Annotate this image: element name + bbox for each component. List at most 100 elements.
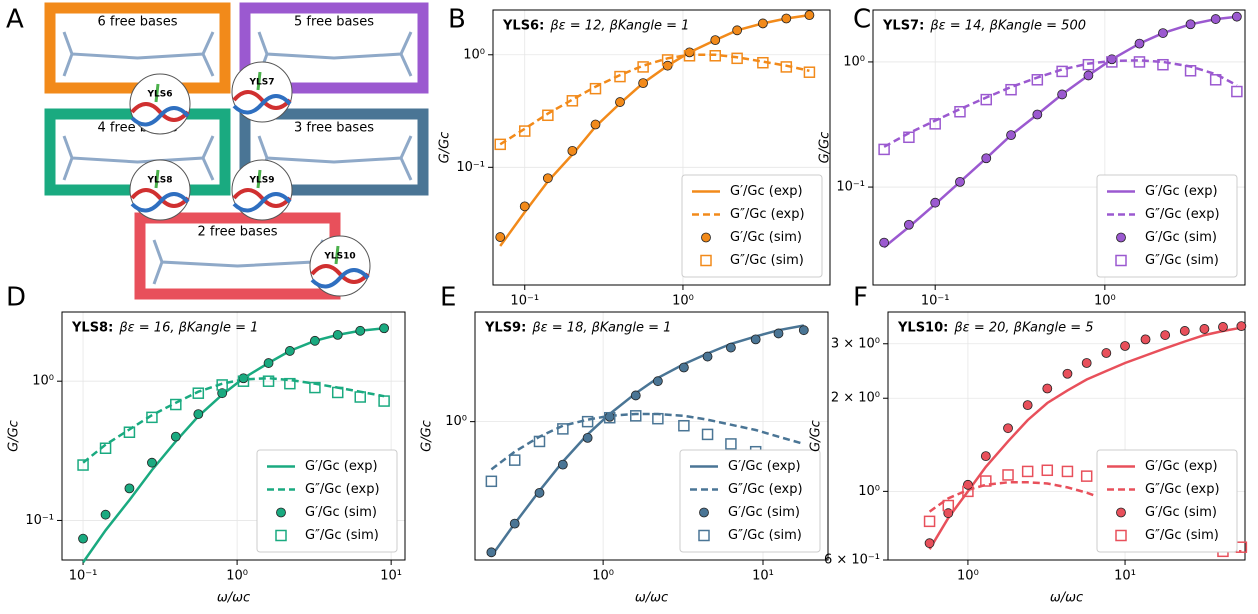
marker xyxy=(519,201,530,212)
marker xyxy=(1106,56,1118,68)
y-axis-label: G/Gc xyxy=(809,420,824,452)
construct-tag: YLS7 xyxy=(249,78,275,88)
marker xyxy=(238,373,249,384)
marker xyxy=(77,459,89,471)
marker xyxy=(1101,348,1112,358)
plot-frame xyxy=(872,9,1246,286)
marker xyxy=(284,377,296,390)
legend-swatch xyxy=(700,254,712,267)
x-tick-label: 10¹ xyxy=(1114,569,1136,584)
marker xyxy=(678,362,689,373)
marker xyxy=(923,515,936,528)
marker xyxy=(1231,85,1243,98)
marker xyxy=(1032,109,1043,120)
legend-box xyxy=(1096,449,1238,553)
marker xyxy=(604,411,615,422)
marker xyxy=(1042,383,1053,394)
plot-frame xyxy=(61,311,406,561)
marker xyxy=(603,411,616,424)
marker xyxy=(237,375,250,387)
marker xyxy=(581,415,594,428)
plot-frame xyxy=(474,311,829,561)
marker xyxy=(534,487,545,498)
helix xyxy=(232,192,292,213)
construct-tag: YLS10 xyxy=(323,252,355,262)
marker xyxy=(100,509,111,520)
marker xyxy=(262,375,275,387)
marker xyxy=(757,18,768,29)
marker xyxy=(309,381,321,394)
marker xyxy=(567,145,578,156)
dna-strand xyxy=(62,31,215,77)
marker xyxy=(1160,330,1171,340)
helix xyxy=(130,192,190,213)
chart: F 10⁰ 10¹ 6 × 10⁻¹ 10⁰ 2 × 10⁰ 3 × 10⁰ ω/ωc G/Gc… xyxy=(809,283,1248,606)
marker xyxy=(123,426,136,438)
y-axis-label: G/Gc xyxy=(420,420,435,452)
marker xyxy=(1231,11,1242,22)
x-axis-label: ω/ωc xyxy=(217,591,250,606)
marker xyxy=(170,398,182,411)
x-tick-label: 10⁰ xyxy=(592,569,614,584)
box-label: 2 free bases xyxy=(198,225,278,240)
marker xyxy=(533,435,546,448)
marker xyxy=(924,538,935,549)
marker xyxy=(192,387,205,399)
legend-label: G″/Gc (sim) xyxy=(728,528,802,543)
y-axis-label: G/Gc xyxy=(7,420,22,452)
marker xyxy=(582,432,593,443)
marker xyxy=(678,419,690,432)
helix xyxy=(256,169,262,189)
marker xyxy=(980,475,992,487)
legend-label: G″/Gc (exp) xyxy=(1145,207,1220,222)
helix xyxy=(130,102,190,122)
marker xyxy=(1002,469,1014,481)
marker xyxy=(1120,341,1130,351)
marker xyxy=(780,61,793,73)
chart: D 10⁻¹ 10⁰ 10¹ 10⁻¹ 10⁰ ω/ωc G/Gc YLS8: βε = 16, … xyxy=(6,283,406,606)
marker xyxy=(732,25,743,36)
marker xyxy=(1056,65,1068,78)
marker xyxy=(962,485,974,498)
marker xyxy=(662,60,673,71)
construct-tag: YLS6 xyxy=(147,90,173,100)
legend-box xyxy=(681,174,823,278)
marker xyxy=(1179,326,1190,336)
legend-swatch xyxy=(701,232,711,243)
legend-swatch xyxy=(698,529,710,542)
marker xyxy=(709,50,722,62)
chart-subtitle: βε = 14, βKangle = 500 xyxy=(929,19,1086,34)
chart-title: YLS10: xyxy=(897,321,948,336)
marker xyxy=(332,330,343,340)
y-tick-label: 10⁰ xyxy=(32,374,54,389)
y-tick-label: 10⁰ xyxy=(445,414,467,429)
panel-letter: C xyxy=(853,5,871,35)
legend-label: G″/Gc (exp) xyxy=(730,207,805,222)
panel-letter: B xyxy=(448,5,466,35)
helix xyxy=(154,169,160,189)
marker xyxy=(216,379,228,391)
helix xyxy=(334,245,340,265)
marker xyxy=(1210,14,1221,24)
chart-subtitle: βε = 16, βKangle = 1 xyxy=(118,321,258,336)
marker xyxy=(589,82,602,95)
marker xyxy=(508,454,521,466)
y-tick-label: 2 × 10⁰ xyxy=(831,391,880,406)
construct-tag: YLS8 xyxy=(147,176,173,186)
marker xyxy=(1062,368,1073,379)
marker xyxy=(486,547,497,558)
chart-subtitle: βε = 12, βKangle = 1 xyxy=(549,19,689,34)
helix xyxy=(310,268,370,289)
construct-box xyxy=(134,212,341,300)
marker xyxy=(124,483,135,494)
marker xyxy=(284,346,295,356)
marker xyxy=(701,428,714,441)
marker xyxy=(725,438,737,450)
legend-swatch xyxy=(275,529,287,542)
marker xyxy=(980,93,993,106)
chart-subtitle: βε = 18, βKangle = 1 xyxy=(531,321,671,336)
marker xyxy=(1185,19,1196,30)
legend-swatch xyxy=(276,507,286,518)
y-axis-label: G/Gc xyxy=(438,132,453,164)
helix xyxy=(232,90,292,110)
